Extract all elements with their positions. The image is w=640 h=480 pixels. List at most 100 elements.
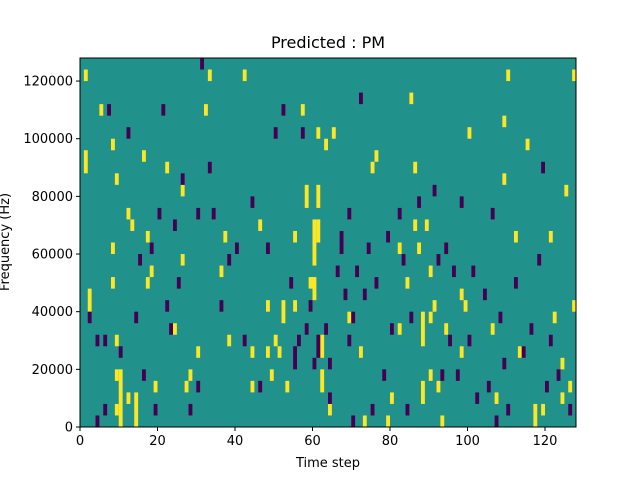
heatmap-cell-low bbox=[366, 242, 371, 255]
heatmap-cell-low bbox=[537, 254, 542, 266]
x-tick-label: 120 bbox=[533, 434, 558, 449]
y-tick-label: 100000 bbox=[23, 132, 73, 147]
heatmap-cell-high bbox=[390, 392, 394, 404]
heatmap-cell-high bbox=[266, 346, 270, 358]
heatmap-cell-high bbox=[130, 219, 135, 231]
heatmap-cell-low bbox=[459, 196, 464, 208]
heatmap-cell-low bbox=[173, 219, 177, 231]
heatmap-cell-high bbox=[463, 300, 468, 312]
heatmap-cell-low bbox=[107, 104, 111, 116]
heatmap-cell-low bbox=[316, 334, 321, 358]
heatmap-cell-low bbox=[436, 254, 441, 266]
chart-title: Predicted : PM bbox=[271, 33, 385, 52]
heatmap-cell-low bbox=[409, 311, 414, 324]
heatmap-cell-low bbox=[467, 334, 472, 347]
heatmap-cell-high bbox=[180, 184, 185, 197]
plot-frame bbox=[79, 57, 577, 428]
heatmap-cell-low bbox=[490, 207, 495, 220]
heatmap-cell-low bbox=[475, 392, 480, 404]
heatmap-cell-low bbox=[103, 334, 108, 347]
heatmap-cell-high bbox=[564, 184, 569, 197]
heatmap-cell-high bbox=[153, 380, 158, 393]
heatmap-cell-high bbox=[223, 230, 228, 243]
heatmap-cell-low bbox=[165, 300, 170, 312]
heatmap-cell-high bbox=[258, 219, 263, 231]
heatmap-cell-high bbox=[421, 311, 425, 347]
heatmap-cell-high bbox=[250, 346, 255, 358]
heatmap-cell-high bbox=[459, 288, 464, 301]
heatmap-cell-low bbox=[541, 161, 545, 174]
heatmap-cell-low bbox=[545, 380, 549, 393]
x-tick-label: 20 bbox=[149, 434, 166, 449]
heatmap-cell-high bbox=[293, 230, 297, 243]
heatmap-cell-low bbox=[432, 184, 437, 197]
heatmap-cell-high bbox=[444, 323, 449, 335]
heatmap-cell-high bbox=[204, 104, 208, 116]
heatmap-cell-low bbox=[494, 415, 499, 427]
heatmap-cell-high bbox=[111, 277, 115, 289]
heatmap-cell-high bbox=[83, 69, 88, 82]
heatmap-cell-low bbox=[471, 265, 476, 278]
heatmap-cell-low bbox=[397, 207, 402, 220]
heatmap-cell-high bbox=[409, 92, 414, 105]
heatmap-cell-low bbox=[188, 403, 193, 416]
heatmap-cell-low bbox=[219, 300, 224, 312]
heatmap-cell-low bbox=[153, 403, 158, 416]
x-axis: 0 20 40 60 80 100 120 bbox=[76, 427, 558, 449]
heatmap-cell-high bbox=[300, 104, 305, 116]
heatmap-cell-high bbox=[196, 346, 201, 358]
heatmap-cell-low bbox=[138, 254, 142, 266]
heatmap-cell-high bbox=[293, 300, 297, 312]
heatmap-cell-low bbox=[335, 265, 340, 278]
heatmap-cell-high bbox=[328, 403, 332, 416]
heatmap-cell-high bbox=[281, 300, 286, 324]
heatmap-cell-high bbox=[502, 173, 507, 185]
heatmap-cell-low bbox=[242, 334, 247, 347]
heatmap-cell-low bbox=[312, 357, 317, 370]
heatmap-cell-high bbox=[277, 346, 282, 358]
heatmap-cell-low bbox=[506, 403, 511, 416]
heatmap-cell-low bbox=[297, 334, 301, 347]
x-tick-label: 0 bbox=[76, 434, 84, 449]
heatmap-cell-high bbox=[397, 242, 402, 255]
heatmap-cell-low bbox=[328, 392, 332, 404]
heatmap-cell-high bbox=[87, 288, 92, 312]
heatmap-cell-low bbox=[157, 207, 162, 220]
heatmap-cell-high bbox=[324, 138, 328, 151]
heatmap-cell-high bbox=[173, 323, 177, 335]
heatmap-cell-high bbox=[370, 161, 375, 174]
heatmap-cell-low bbox=[95, 334, 100, 347]
heatmap-cell-low bbox=[448, 334, 452, 347]
heatmap-cell-high bbox=[421, 380, 425, 404]
heatmap-cell-low bbox=[417, 196, 421, 208]
heatmap-cell-high bbox=[184, 380, 189, 393]
heatmap-cell-low bbox=[180, 173, 185, 185]
heatmap-cell-low bbox=[289, 277, 294, 289]
heatmap-cell-high bbox=[111, 138, 115, 151]
heatmap-cell-high bbox=[533, 403, 538, 427]
heatmap-cell-high bbox=[514, 230, 518, 243]
heatmap-cell-high bbox=[273, 334, 278, 347]
heatmap-cell-high bbox=[428, 369, 433, 381]
heatmap-cell-high bbox=[560, 392, 565, 404]
heatmap-cell-high bbox=[467, 127, 472, 139]
heatmap-cell-low bbox=[258, 380, 263, 393]
heatmap-cell-low bbox=[103, 403, 108, 416]
heatmap-cell-low bbox=[266, 242, 270, 255]
heatmap-cell-high bbox=[572, 300, 576, 312]
heatmap-cell-high bbox=[331, 127, 336, 139]
y-axis: 0 20000 40000 60000 80000 100000 120000 bbox=[23, 75, 80, 436]
heatmap-cell-high bbox=[188, 369, 193, 381]
heatmap-cell-high bbox=[548, 230, 553, 243]
heatmap-cell-high bbox=[320, 369, 325, 393]
heatmap-cell-high bbox=[269, 369, 274, 381]
x-tick-label: 80 bbox=[382, 434, 399, 449]
heatmap-cell-high bbox=[541, 403, 545, 416]
y-axis-title: Frequency (Hz) bbox=[0, 193, 13, 291]
heatmap-cell-low bbox=[455, 369, 460, 381]
heatmap-cell-high bbox=[560, 357, 565, 370]
heatmap-cell-high bbox=[572, 69, 576, 82]
heatmap-cell-high bbox=[459, 346, 464, 358]
heatmap-cell-low bbox=[328, 357, 332, 370]
heatmap-cell-low bbox=[87, 311, 92, 324]
